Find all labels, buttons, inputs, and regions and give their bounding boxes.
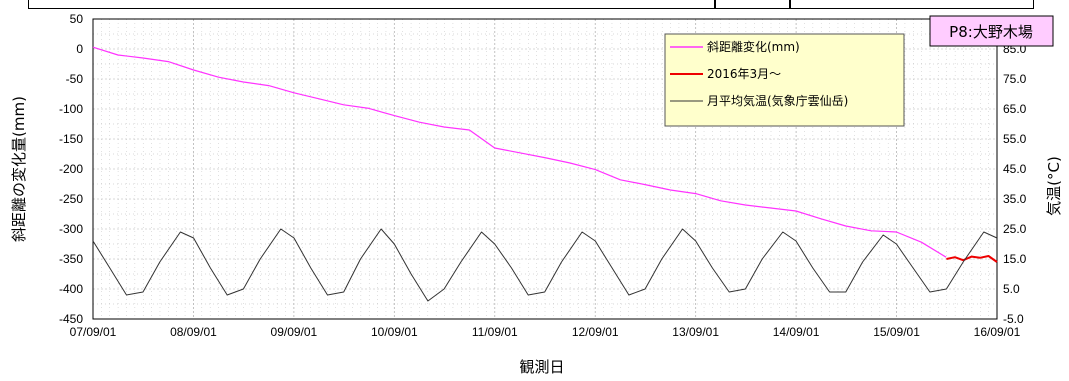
y-axis-left-title: 斜距離の変化量(mm) bbox=[10, 96, 28, 242]
x-tick-label: 14/09/01 bbox=[773, 325, 820, 339]
station-label-bg bbox=[929, 15, 1054, 47]
y-right-tick-label: 5.0 bbox=[1003, 282, 1020, 296]
x-tick-label: 08/09/01 bbox=[170, 325, 217, 339]
y-right-tick-label: -5.0 bbox=[1003, 312, 1024, 326]
y-right-tick-label: 15.0 bbox=[1003, 252, 1027, 266]
y-right-tick-label: 65.0 bbox=[1003, 102, 1027, 116]
y-left-tick-label: 50 bbox=[70, 12, 84, 26]
x-tick-label: 09/09/01 bbox=[271, 325, 318, 339]
y-left-tick-label: -400 bbox=[59, 282, 83, 296]
y-axis-right-ticks: 85.075.065.055.045.035.025.015.05.0-5.0 bbox=[1003, 42, 1027, 326]
x-tick-label: 10/09/01 bbox=[371, 325, 418, 339]
legend: 斜距離変化(mm) 2016年3月～ 月平均気温(気象庁雲仙岳) bbox=[664, 33, 905, 127]
y-right-tick-label: 35.0 bbox=[1003, 192, 1027, 206]
series-layer bbox=[92, 46, 998, 302]
series-line-distance bbox=[92, 46, 947, 258]
y-left-tick-label: -350 bbox=[59, 252, 83, 266]
legend-label-recent: 2016年3月～ bbox=[707, 67, 781, 81]
y-left-tick-label: -300 bbox=[59, 222, 83, 236]
y-axis-right-title: 気温(°C) bbox=[1045, 156, 1063, 216]
x-tick-label: 16/09/01 bbox=[974, 325, 1021, 339]
x-tick-label: 11/09/01 bbox=[472, 325, 518, 339]
plot-area bbox=[92, 18, 998, 320]
station-label-box: P8:大野木場 bbox=[929, 15, 1054, 47]
y-right-tick-label: 25.0 bbox=[1003, 222, 1027, 236]
table-cell bbox=[789, 0, 1034, 9]
y-right-tick-label: 45.0 bbox=[1003, 162, 1027, 176]
x-axis-title: 観測日 bbox=[519, 358, 564, 376]
y-right-tick-label: 55.0 bbox=[1003, 132, 1027, 146]
y-right-tick-label: 75.0 bbox=[1003, 72, 1027, 86]
y-left-tick-label: -450 bbox=[59, 312, 83, 326]
legend-label-temperature: 月平均気温(気象庁雲仙岳) bbox=[707, 93, 848, 108]
y-axis-left-ticks: 50 0 -50 -100 -150 -200 -250 -300 -350 -400 -450 bbox=[59, 12, 83, 326]
table-cell bbox=[28, 0, 716, 9]
y-left-tick-label: -50 bbox=[66, 72, 84, 86]
y-left-tick-label: -150 bbox=[59, 132, 83, 146]
x-tick-label: 15/09/01 bbox=[873, 325, 920, 339]
x-tick-label: 13/09/01 bbox=[672, 325, 719, 339]
y-left-tick-label: -250 bbox=[59, 192, 83, 206]
series-line-temperature bbox=[92, 228, 998, 302]
top-table-border bbox=[28, 0, 1034, 10]
station-label: P8:大野木場 bbox=[949, 23, 1033, 41]
x-tick-label: 12/09/01 bbox=[572, 325, 619, 339]
x-axis-ticks: 07/09/01 08/09/01 09/09/01 10/09/01 11/09/01… bbox=[70, 325, 1021, 339]
series-line-recent bbox=[946, 255, 998, 263]
y-left-tick-label: -200 bbox=[59, 162, 83, 176]
y-left-tick-label: 0 bbox=[76, 42, 83, 56]
y-left-tick-label: -100 bbox=[59, 102, 83, 116]
table-cell bbox=[714, 0, 791, 9]
legend-box bbox=[664, 33, 905, 127]
legend-label-distance: 斜距離変化(mm) bbox=[707, 39, 800, 54]
x-tick-label: 07/09/01 bbox=[70, 325, 117, 339]
